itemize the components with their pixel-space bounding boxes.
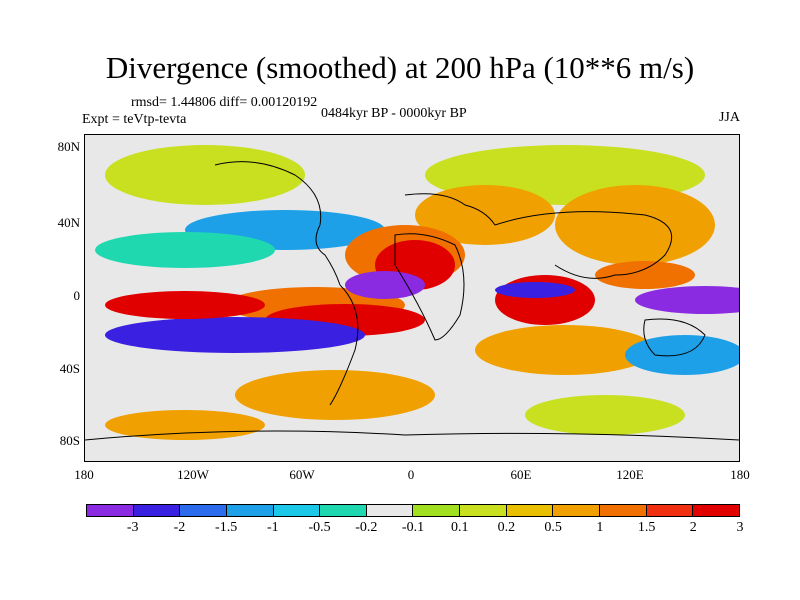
teal-pacific: [95, 232, 275, 268]
season-label: JJA: [718, 110, 740, 125]
colorbar-swatch: [133, 505, 181, 516]
orange-maritime: [595, 261, 695, 289]
colorbar-label: -0.5: [308, 520, 331, 535]
colorbar-label: -0.2: [355, 520, 378, 535]
divergence-map: [84, 134, 740, 462]
colorbar-label: -1.5: [215, 520, 238, 535]
europe-coast: [404, 193, 496, 226]
plot-title: Divergence (smoothed) at 200 hPa (10**6 …: [105, 50, 695, 85]
purple-west-pacific: [635, 286, 739, 314]
colorbar-swatch: [87, 505, 134, 516]
africa-coast: [394, 233, 465, 341]
experiment-label: Expt = teVtp-tevta: [82, 112, 187, 127]
colorbar: [86, 504, 740, 517]
colorbar-swatch: [460, 505, 507, 516]
colorbar-label: -2: [173, 520, 186, 535]
colorbar-swatch: [600, 505, 647, 516]
orange-southern-ocean: [235, 370, 435, 420]
colorbar-swatch: [320, 505, 367, 516]
red-east-pacific: [105, 291, 265, 319]
north-america-coast: [214, 161, 341, 286]
colorbar-label: -3: [126, 520, 139, 535]
lon-label-180e: 180: [730, 467, 750, 482]
lat-label-80n: 80N: [57, 139, 80, 154]
green-southern-ocean: [525, 395, 685, 435]
colorbar-swatch: [646, 505, 694, 516]
colorbar-swatch: [506, 505, 554, 516]
purple-tropical-atlantic: [345, 271, 425, 299]
blue-australia: [625, 335, 739, 375]
colorbar-label: 1: [596, 520, 604, 535]
orange-south-indian: [475, 325, 655, 375]
lon-label-60w: 60W: [289, 467, 315, 482]
blue-south-pacific: [105, 317, 365, 353]
coastlines: [85, 161, 739, 441]
colorbar-label: 0.2: [497, 520, 516, 535]
orange-europe: [415, 185, 555, 245]
period-label: 0484kyr BP - 0000kyr BP: [321, 106, 467, 121]
colorbar-label: 0.1: [450, 520, 469, 535]
lon-label-120e: 120E: [616, 467, 644, 482]
lon-label-60e: 60E: [510, 467, 532, 482]
south-america-coast: [329, 284, 359, 406]
colorbar-label: 3: [736, 520, 744, 535]
antarctica-coast: [85, 430, 739, 441]
lat-label-0: 0: [73, 288, 81, 303]
colorbar-label: 0.5: [544, 520, 562, 535]
orange-antarctic: [105, 410, 265, 440]
blue-indian-band: [495, 282, 575, 298]
lon-label-180w: 180: [74, 467, 94, 482]
australia-coast: [643, 318, 706, 357]
field-blobs: [95, 145, 739, 440]
colorbar-swatch: [413, 505, 461, 516]
colorbar-swatch: [226, 505, 274, 516]
lon-label-0: 0: [407, 467, 415, 482]
colorbar-swatch: [553, 505, 601, 516]
map-field-svg: [85, 145, 739, 441]
colorbar-swatch: [273, 505, 321, 516]
colorbar-swatch: [693, 505, 739, 516]
colorbar-label: -0.1: [401, 520, 425, 535]
lat-label-40s: 40S: [59, 361, 80, 376]
colorbar-swatch: [366, 505, 414, 516]
colorbar-swatch: [180, 505, 227, 516]
colorbar-label: -1: [267, 520, 279, 535]
orange-east-asia: [555, 185, 715, 265]
green-north-pacific: [105, 145, 305, 205]
colorbar-label: 1.5: [637, 520, 656, 535]
colorbar-label: 2: [689, 520, 697, 535]
lat-label-40n: 40N: [57, 215, 80, 230]
lat-label-80s: 80S: [59, 433, 80, 448]
asia-coast: [494, 211, 673, 279]
stats-text: rmsd= 1.44806 diff= 0.00120192: [131, 95, 318, 110]
lon-label-120w: 120W: [177, 467, 209, 482]
